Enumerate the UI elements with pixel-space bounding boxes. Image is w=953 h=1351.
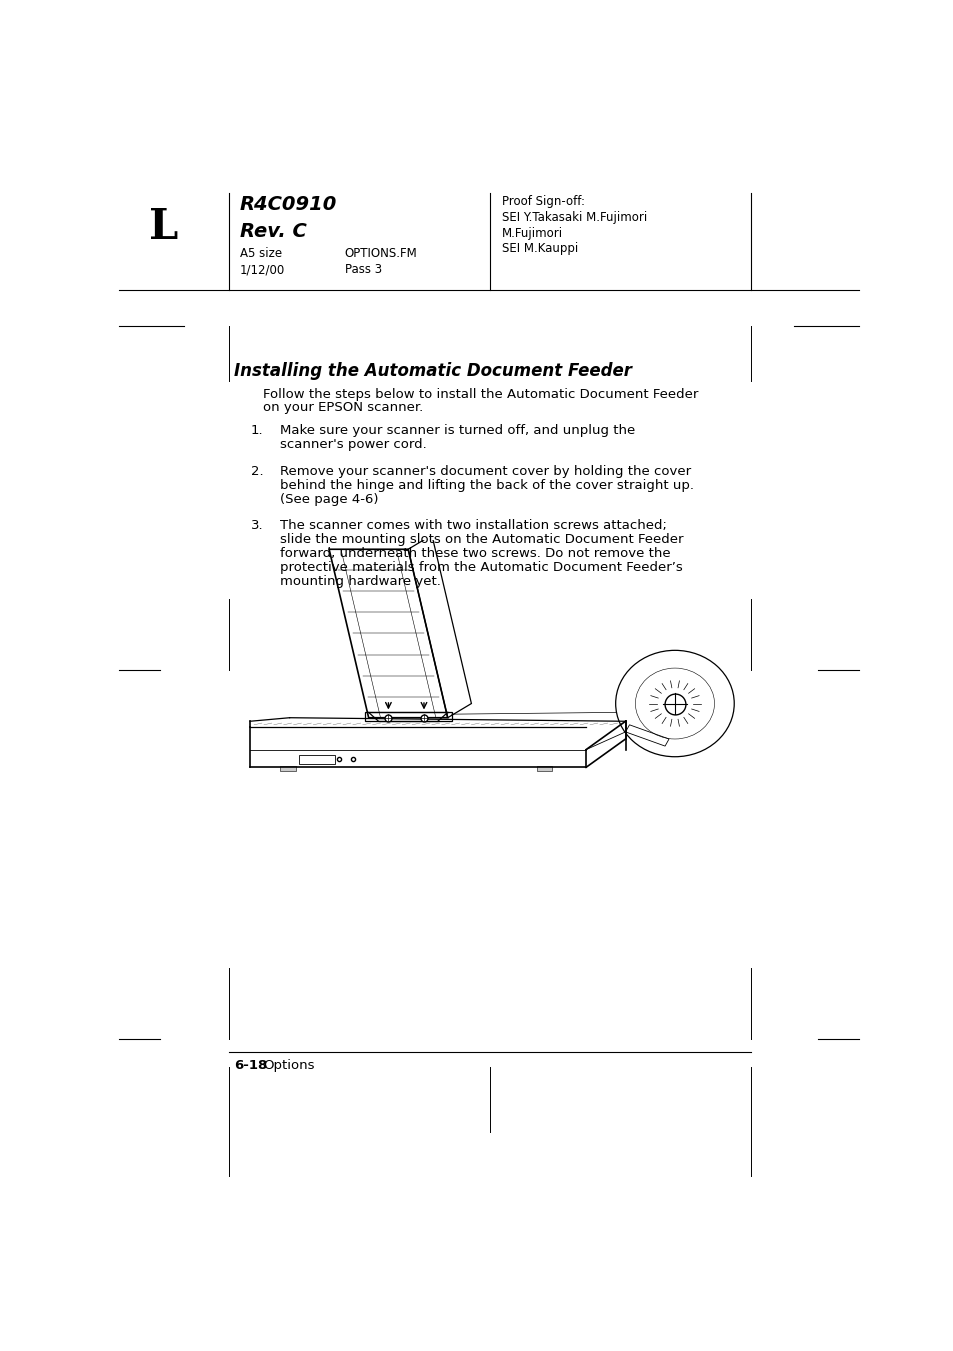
Text: Rev. C: Rev. C [239, 223, 306, 242]
Text: 1/12/00: 1/12/00 [239, 263, 285, 276]
Text: Installing the Automatic Document Feeder: Installing the Automatic Document Feeder [233, 362, 631, 380]
Text: mounting hardware yet.: mounting hardware yet. [280, 576, 441, 588]
Text: Make sure your scanner is turned off, and unplug the: Make sure your scanner is turned off, an… [280, 424, 635, 438]
Text: OPTIONS.FM: OPTIONS.FM [344, 247, 417, 261]
Text: SEI M.Kauppi: SEI M.Kauppi [501, 242, 578, 255]
Text: Follow the steps below to install the Automatic Document Feeder: Follow the steps below to install the Au… [263, 388, 698, 401]
Bar [299, 755, 335, 763]
Text: on your EPSON scanner.: on your EPSON scanner. [263, 401, 423, 415]
Text: scanner's power cord.: scanner's power cord. [280, 438, 427, 451]
Text: A5 size: A5 size [239, 247, 281, 261]
Text: 6-18: 6-18 [233, 1059, 267, 1071]
Text: Pass 3: Pass 3 [344, 263, 381, 276]
Text: forward, underneath these two screws. Do not remove the: forward, underneath these two screws. Do… [280, 547, 670, 561]
Text: 1.: 1. [251, 424, 263, 438]
Text: SEI Y.Takasaki M.Fujimori: SEI Y.Takasaki M.Fujimori [501, 211, 647, 224]
Text: Proof Sign-off:: Proof Sign-off: [501, 196, 584, 208]
Text: 2.: 2. [251, 465, 263, 478]
Text: 3.: 3. [251, 519, 263, 532]
Text: R4C0910: R4C0910 [239, 196, 336, 215]
Text: The scanner comes with two installation screws attached;: The scanner comes with two installation … [280, 519, 666, 532]
Bar [536, 766, 552, 771]
Text: protective materials from the Automatic Document Feeder’s: protective materials from the Automatic … [280, 561, 682, 574]
Text: behind the hinge and lifting the back of the cover straight up.: behind the hinge and lifting the back of… [280, 478, 694, 492]
Text: Options: Options [263, 1059, 314, 1071]
Text: L: L [149, 205, 178, 247]
Text: Remove your scanner's document cover by holding the cover: Remove your scanner's document cover by … [280, 465, 691, 478]
Text: M.Fujimori: M.Fujimori [501, 227, 563, 239]
Text: (See page 4-6): (See page 4-6) [280, 493, 378, 505]
Bar [279, 766, 295, 771]
Text: slide the mounting slots on the Automatic Document Feeder: slide the mounting slots on the Automati… [280, 534, 683, 546]
